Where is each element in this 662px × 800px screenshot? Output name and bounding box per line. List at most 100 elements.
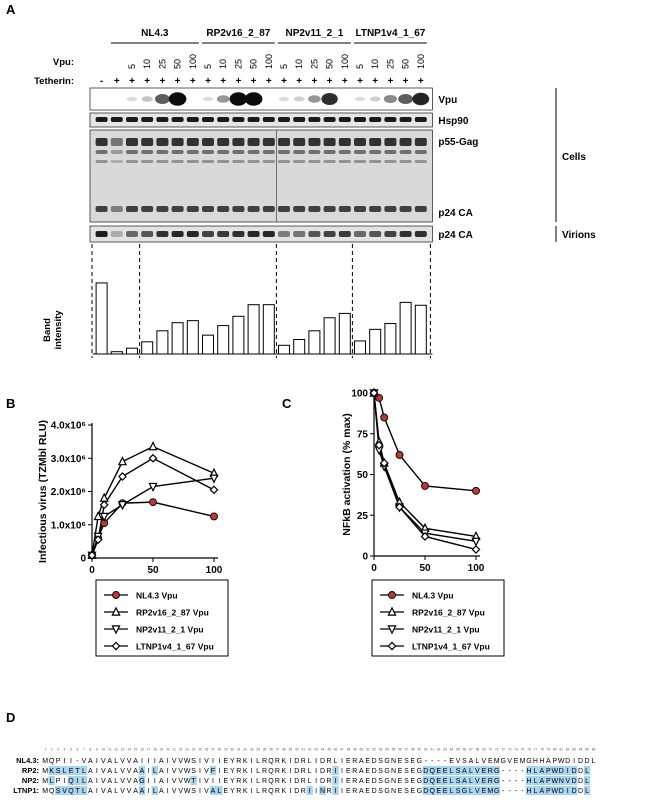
tetherin-mark: + [418,76,424,87]
position-number: 65 [456,748,460,752]
residue: D [372,778,377,785]
p24-cell-band [323,206,336,212]
residue: P [56,778,61,785]
residue: I [167,788,169,795]
hsp90-band [293,117,306,122]
p24-cell-band [95,206,108,212]
residue: A [211,788,216,795]
group-label: NP2v11_2_1 [285,28,343,39]
residue: L [256,758,260,765]
residue: A [107,788,112,795]
residue: - [515,778,518,785]
residue: - [515,768,518,775]
row-label-tetherin: Tetherin: [34,76,74,87]
residue: E [346,768,351,775]
mismatch-highlight [493,766,500,775]
tetherin-mark: + [266,76,272,87]
residue: Y [230,788,235,795]
residue: A [359,788,364,795]
residue: R [488,778,493,785]
residue: A [140,768,145,775]
hsp90-band [369,117,382,122]
residue: D [294,788,299,795]
gag-band [338,160,351,163]
position-number: 40 [295,748,299,752]
residue: R [236,778,241,785]
p24-cell-band [278,206,290,212]
p24-cell-band [247,206,260,212]
residue: L [592,758,596,765]
position-number: 17 [147,748,151,752]
gag-band [308,160,321,163]
gag-band [308,150,321,154]
tetherin-mark: + [357,76,363,87]
residue: Y [230,768,235,775]
gag-band [354,160,366,163]
position-number: 71 [495,748,499,752]
mismatch-highlight [583,776,591,785]
data-point [117,456,128,466]
residue: L [50,778,54,785]
mismatch-highlight [138,776,146,785]
legend-entry: NL4.3 Vpu [412,591,454,601]
position-number: 84 [579,748,583,752]
p55-band [171,138,184,146]
data-point [209,474,219,484]
y-tick-label: 50 [357,470,369,481]
residue: N [391,778,396,785]
residue: R [275,758,280,765]
p24-virion-band [262,231,275,237]
mismatch-highlight [319,786,326,795]
gag-band [95,150,108,154]
data-point [380,413,389,422]
tetherin-mark: + [403,76,409,87]
mismatch-highlight [138,786,146,795]
vpu-band [354,96,366,102]
gag-band [217,150,230,154]
p24-virion-band [308,231,321,237]
residue: A [88,768,93,775]
residue: V [101,768,106,775]
residue: H [533,758,538,765]
residue: G [384,758,389,765]
residue: V [456,758,461,765]
residue: I [147,758,149,765]
residue: Q [268,778,274,785]
data-point [209,485,219,495]
mismatch-highlight [435,776,442,785]
p55-band [247,138,260,146]
gag-band [293,160,306,163]
gag-band [141,160,154,163]
residue: I [199,788,201,795]
residue: S [404,758,409,765]
intensity-bar [247,304,260,355]
tetherin-mark: + [175,76,181,87]
hsp90-band [171,117,184,122]
mismatch-highlight [480,766,488,775]
position-number: 34 [256,748,260,752]
residue: A [88,788,93,795]
mismatch-highlight [493,786,500,795]
position-number: 59 [418,748,422,752]
residue: G [462,788,467,795]
hsp90-band [141,117,154,122]
position-number: 12 [114,748,118,752]
mismatch-highlight [448,786,455,795]
residue: R [275,768,280,775]
residue: V [475,768,480,775]
p24-cell-band [384,206,397,212]
residue: D [578,778,583,785]
residue: E [398,778,403,785]
data-point [112,591,120,599]
data-point [99,500,109,510]
legend-entry: NP2v11_2_1 Vpu [136,625,204,635]
hsp90-band [126,117,138,122]
residue: L [585,788,589,795]
residue: S [191,758,196,765]
p24-cell-band [217,206,230,212]
gag-band [95,160,108,163]
mismatch-highlight [422,766,429,775]
residue: L [82,778,86,785]
p24-cell-band [186,206,199,212]
mismatch-highlight [151,786,159,795]
